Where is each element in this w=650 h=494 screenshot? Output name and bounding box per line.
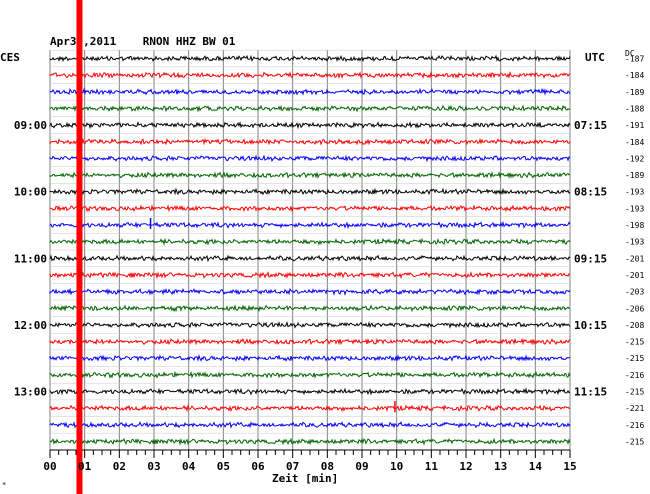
trace-row-14 [49, 287, 571, 296]
dc-column-label: DC [625, 49, 635, 58]
x-tick-label: 09 [355, 460, 368, 473]
dc-offset-label: -184 [625, 71, 644, 80]
trace-row-13 [49, 271, 571, 280]
dc-offset-label: -201 [625, 271, 644, 280]
x-axis-label: Zeit [min] [272, 472, 338, 485]
right-time-label: 11:15 [574, 386, 607, 399]
x-tick-label: 15 [563, 460, 576, 473]
trace-row-15 [49, 304, 571, 313]
right-timezone-label: UTC [585, 51, 605, 64]
trace-row-10 [49, 220, 571, 230]
chart-title: Apr30,2011 RNON HHZ BW 01 [50, 35, 236, 48]
trace-row-7 [49, 171, 571, 179]
dc-offset-label: -193 [625, 238, 644, 247]
dc-offset-label: -215 [625, 388, 644, 397]
x-tick-label: 00 [43, 460, 56, 473]
trace-row-11 [49, 237, 571, 246]
trace-group [49, 0, 571, 494]
left-time-label: 12:00 [14, 319, 47, 332]
dc-offset-label: -206 [625, 304, 644, 313]
trace-row-12 [49, 254, 571, 263]
dc-offset-label: -193 [625, 188, 644, 197]
x-tick-label: 13 [494, 460, 507, 473]
dc-offset-label: -215 [625, 438, 644, 447]
trace-row-4 [49, 121, 571, 130]
x-tick-label: 10 [390, 460, 403, 473]
trace-row-0 [49, 54, 571, 63]
left-time-label: 10:00 [14, 186, 47, 199]
left-time-label: 11:00 [14, 252, 47, 265]
trace-row-17 [49, 337, 571, 346]
x-tick-label: 05 [217, 460, 230, 473]
x-tick-label: 07 [286, 460, 299, 473]
dc-offset-label: -189 [625, 171, 644, 180]
x-tick-label: 03 [147, 460, 160, 473]
dc-offset-label: -221 [625, 404, 644, 413]
right-time-label: 10:15 [574, 319, 607, 332]
dc-offset-label: -215 [625, 338, 644, 347]
trace-row-23 [49, 437, 571, 446]
trace-row-5 [49, 137, 571, 146]
dc-offset-label: -188 [625, 104, 644, 113]
dc-offset-label: -208 [625, 321, 644, 330]
right-time-label: 09:15 [574, 252, 607, 265]
corner-mark: * [2, 481, 6, 489]
trace-row-2 [49, 87, 571, 96]
x-tick-label: 01 [78, 460, 92, 473]
trace-row-1 [49, 70, 571, 80]
x-tick-label: 04 [182, 460, 196, 473]
dc-offset-label: -192 [625, 154, 644, 163]
dc-offset-label: -216 [625, 421, 644, 430]
x-tick-label: 12 [459, 460, 472, 473]
right-time-label: 08:15 [574, 186, 607, 199]
trace-row-16 [49, 320, 571, 329]
dc-offset-label: -184 [625, 138, 644, 147]
x-tick-label: 06 [251, 460, 265, 473]
trace-row-9 [49, 204, 571, 213]
dc-offset-label: -189 [625, 88, 644, 97]
x-tick-label: 02 [113, 460, 126, 473]
dc-offset-label: -215 [625, 354, 644, 363]
red-time-marker [76, 0, 83, 494]
axis-labels: 09:00 10:00 11:00 12:00 13:00 07:15 08:15 09:15… [14, 55, 645, 474]
x-tick-label: 08 [321, 460, 334, 473]
left-timezone-label: CES [0, 51, 20, 64]
trace-row-6 [49, 154, 571, 163]
x-tick-label: 11 [425, 460, 439, 473]
dc-offset-label: -201 [625, 254, 644, 263]
dc-offset-label: -193 [625, 204, 644, 213]
trace-row-20 [49, 387, 571, 396]
trace-row-3 [49, 104, 571, 113]
grid-lines [49, 49, 571, 458]
trace-row-19 [49, 370, 571, 379]
dc-offset-label: -203 [625, 288, 644, 297]
right-time-label: 07:15 [574, 119, 607, 132]
x-tick-label: 14 [529, 460, 543, 473]
trace-row-8 [49, 187, 571, 196]
trace-row-21 [49, 404, 571, 413]
dc-offset-label: -191 [625, 121, 644, 130]
left-time-label: 09:00 [14, 119, 47, 132]
dc-offset-label: -216 [625, 371, 644, 380]
trace-row-18 [49, 354, 571, 362]
dc-offset-label: -198 [625, 221, 644, 230]
dc-offset-label: -187 [625, 55, 644, 64]
left-time-label: 13:00 [14, 386, 47, 399]
trace-row-22 [49, 421, 571, 429]
